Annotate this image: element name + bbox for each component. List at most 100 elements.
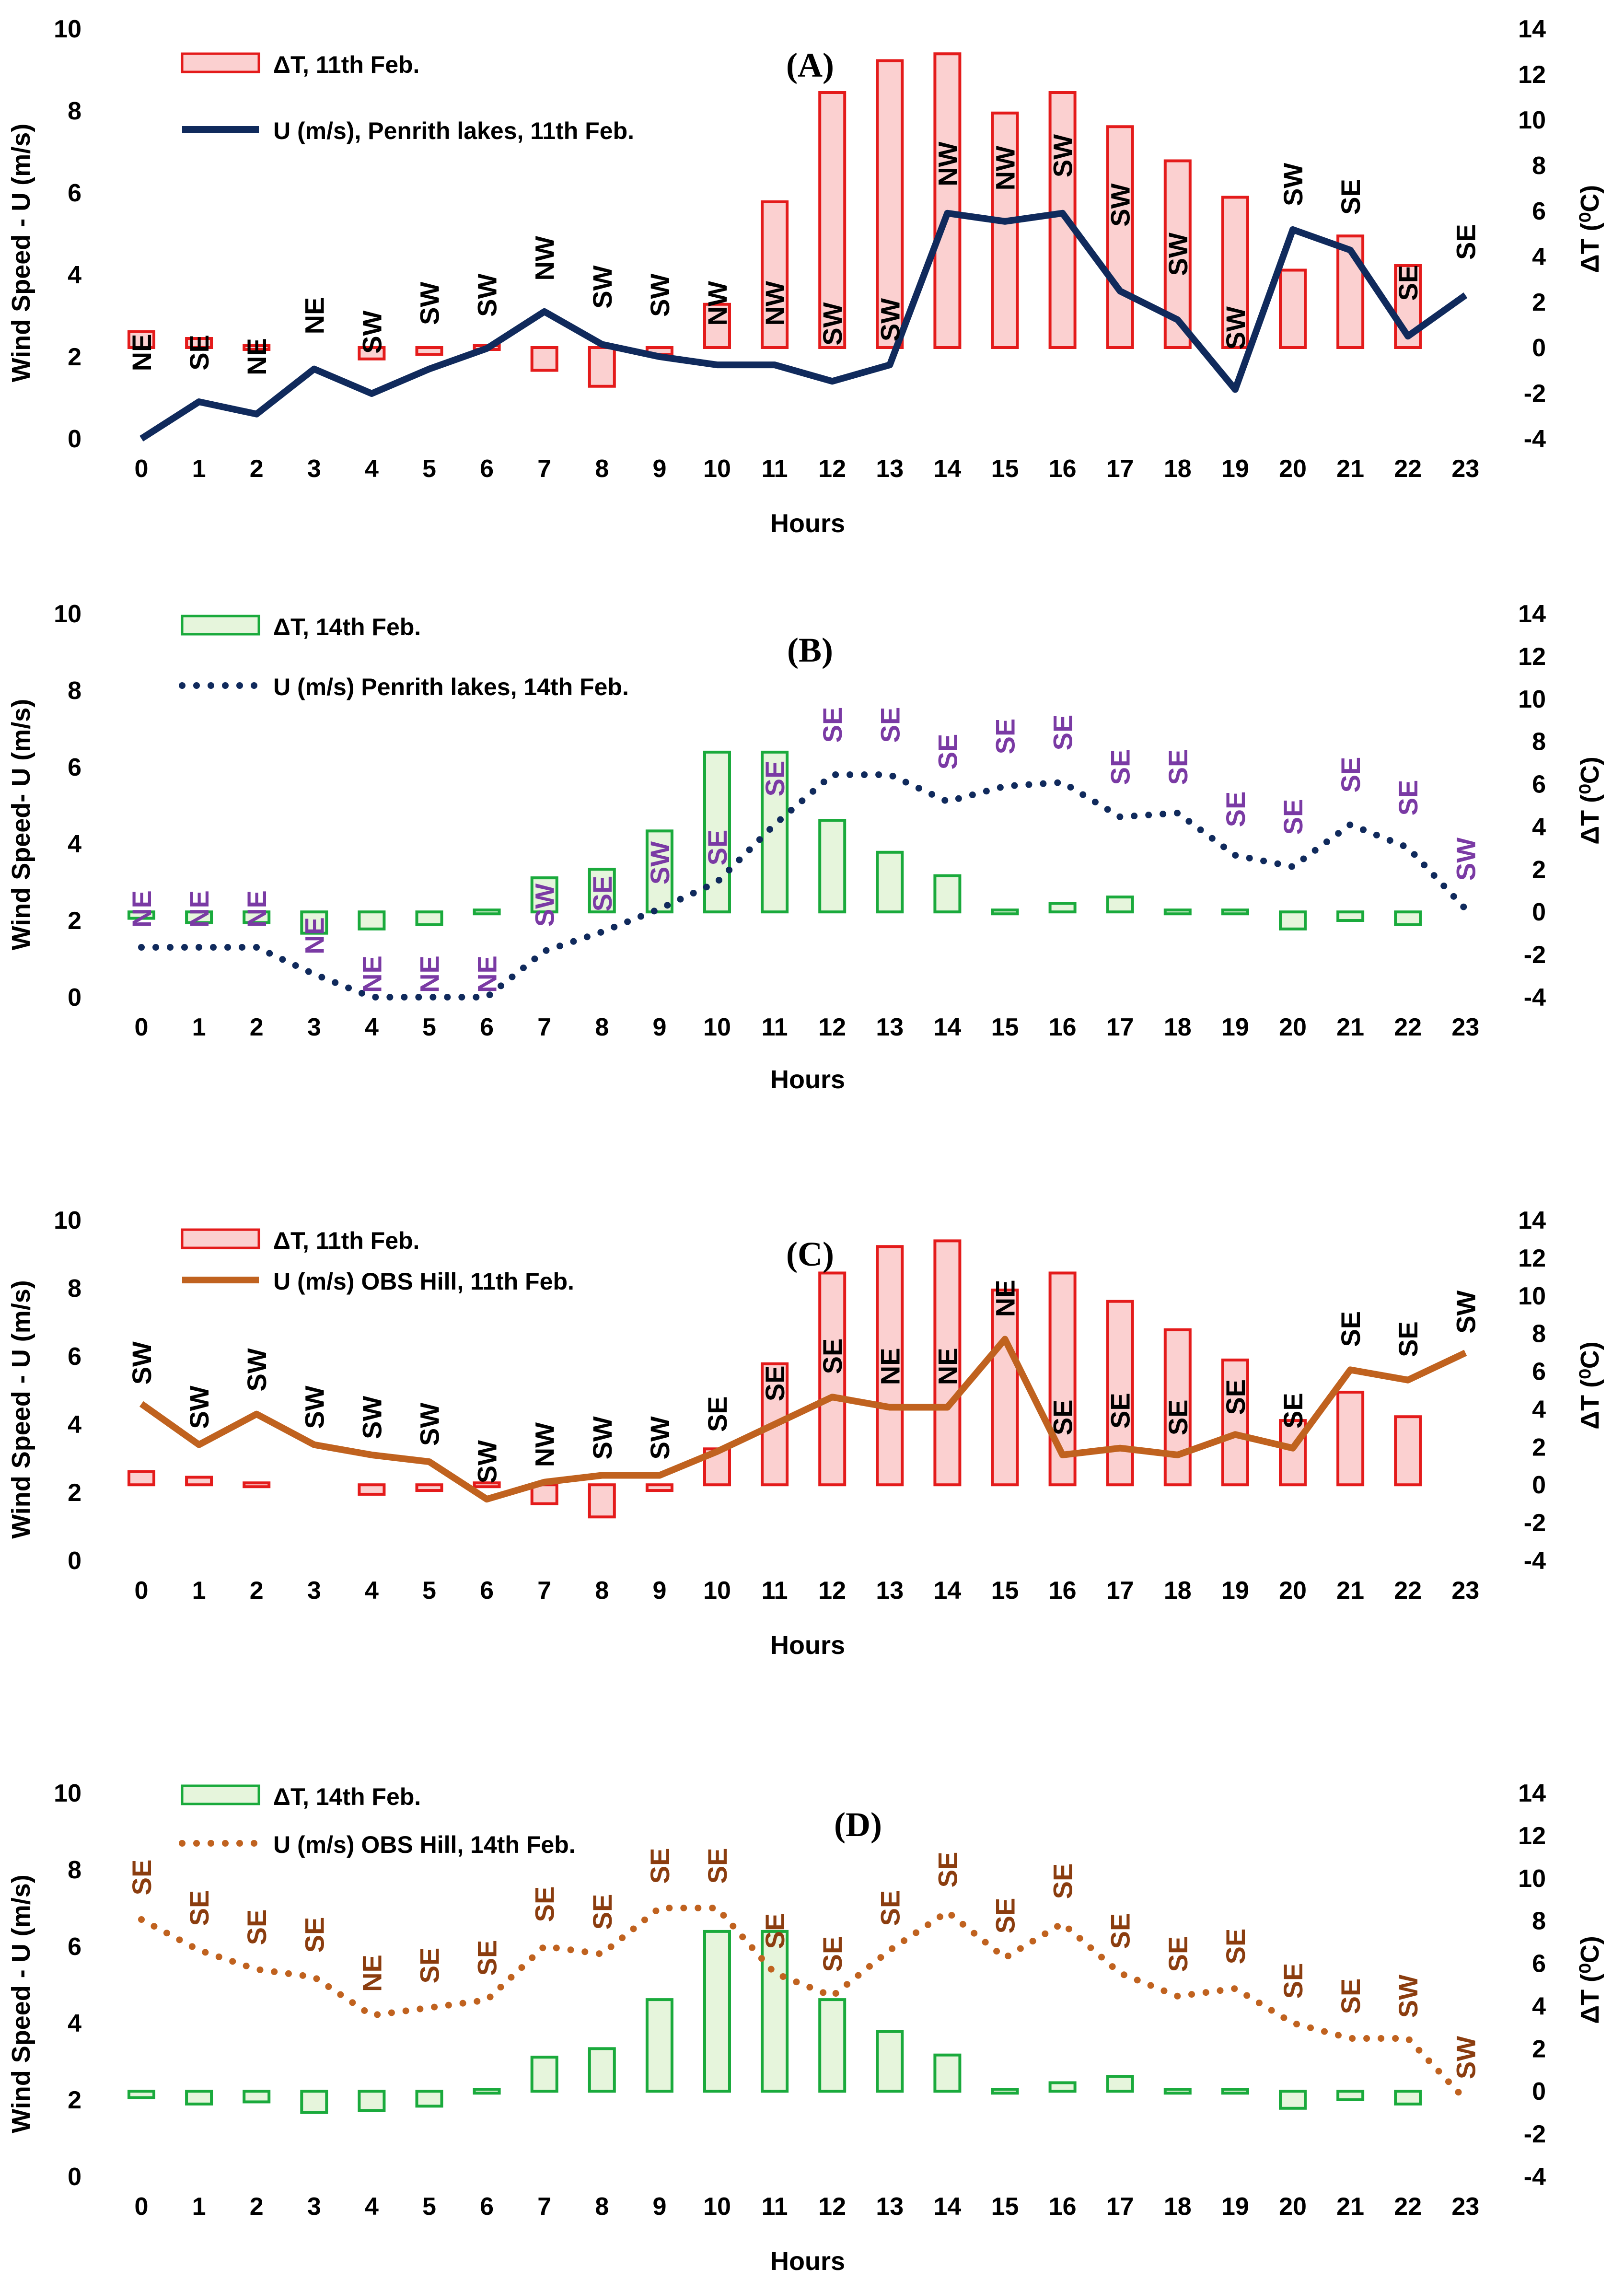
y2-axis-title: ΔT (⁰C) [1576,1936,1604,2024]
y2-tick-label: -4 [1524,425,1546,453]
y2-tick-label: 4 [1532,243,1546,271]
wind-direction-label: SW [415,1403,445,1446]
y2-tick-label: 14 [1518,600,1546,628]
x-tick-label: 9 [652,455,666,483]
x-tick-label: 18 [1164,1013,1192,1041]
delta-t-bar [645,1483,673,1492]
panel-title: (C) [786,1235,834,1273]
wind-direction-label: NE [127,890,157,928]
y-tick-label: 10 [54,1207,81,1234]
y2-tick-label: 10 [1518,1865,1546,1893]
x-axis-title: Hours [770,1065,845,1094]
wind-direction-label: SE [587,1894,617,1930]
x-tick-label: 2 [250,1013,264,1041]
x-tick-label: 13 [876,1577,904,1605]
x-tick-label: 16 [1049,1013,1077,1041]
wind-direction-label: SW [587,265,617,308]
y2-tick-label: 14 [1518,15,1546,43]
delta-t-bar [991,908,1019,916]
x-tick-label: 15 [991,1013,1019,1041]
delta-t-bar [1106,125,1134,349]
x-tick-label: 17 [1106,2193,1134,2221]
y-tick-label: 2 [68,343,81,371]
y2-tick-label: 4 [1532,1396,1546,1423]
x-tick-label: 11 [762,1013,788,1041]
x-tick-label: 16 [1049,1577,1077,1605]
y2-tick-label: 4 [1532,813,1546,841]
x-tick-label: 14 [933,1013,961,1041]
delta-t-bar [588,868,616,914]
delta-t-bar [128,910,155,920]
delta-t-bar [761,200,789,349]
y-tick-label: 0 [68,2163,81,2191]
x-tick-label: 4 [365,1577,379,1605]
x-tick-label: 19 [1221,1577,1249,1605]
y2-tick-label: 8 [1532,1908,1546,1935]
wind-direction-label: SE [1163,749,1193,785]
delta-t-bar [876,2030,904,2093]
x-tick-label: 20 [1279,1577,1307,1605]
x-tick-label: 14 [933,1577,961,1605]
x-tick-label: 12 [818,455,846,483]
x-tick-label: 10 [703,455,731,483]
x-tick-label: 23 [1451,1013,1479,1041]
wind-direction-label: SE [932,1852,963,1888]
delta-t-bar [128,1470,155,1487]
delta-t-bar [1221,908,1249,916]
wind-direction-label: NW [702,281,732,326]
wind-direction-label: SW [1278,163,1308,206]
x-tick-label: 10 [703,2193,731,2221]
wind-direction-label: SE [1278,1963,1308,1999]
delta-t-bar [300,2090,328,2114]
wind-direction-label: SE [127,1860,157,1896]
x-tick-label: 20 [1279,2193,1307,2221]
wind-direction-label: SE [1048,715,1078,751]
x-tick-label: 18 [1164,1577,1192,1605]
delta-t-bar [933,2053,962,2093]
wind-direction-label: NE [184,890,214,928]
x-tick-label: 8 [595,1577,609,1605]
wind-direction-label: SE [702,1396,732,1432]
delta-t-bar [1336,2090,1365,2101]
y2-tick-label: -4 [1524,1547,1546,1575]
y2-tick-label: 12 [1518,1822,1546,1850]
x-tick-label: 18 [1164,455,1192,483]
delta-t-bar [415,2090,443,2108]
delta-t-bar [876,1245,904,1487]
delta-t-bar [300,910,328,935]
y2-tick-label: 14 [1518,1207,1546,1234]
wind-direction-label: SE [184,1890,214,1926]
x-tick-label: 6 [480,455,494,483]
x-tick-label: 0 [135,1577,149,1605]
y2-tick-label: -2 [1524,380,1546,407]
wind-direction-label: SW [645,274,675,317]
delta-t-bar [243,910,271,924]
wind-direction-label: SW [357,310,387,353]
wind-direction-label: NE [990,1280,1021,1317]
delta-t-bar [243,2090,271,2104]
wind-direction-label: SE [1220,1379,1251,1415]
y2-tick-label: 12 [1518,61,1546,89]
y2-tick-label: 10 [1518,106,1546,134]
wind-direction-label: NW [990,146,1021,190]
x-axis-title: Hours [770,509,845,538]
delta-t-bar [358,910,386,931]
wind-direction-label: NW [760,281,790,326]
wind-direction-label: SW [299,1385,329,1429]
delta-t-bar [185,337,213,349]
wind-direction-label: SW [1105,183,1136,226]
wind-direction-label: SE [1105,1393,1136,1429]
y2-tick-label: 6 [1532,198,1546,225]
wind-direction-label: SE [817,1936,847,1972]
x-tick-label: 7 [537,455,551,483]
x-tick-label: 17 [1106,455,1134,483]
wind-direction-label: SE [1105,1913,1136,1949]
y-tick-label: 10 [54,1780,81,1807]
wind-direction-label: SW [645,841,675,884]
wind-direction-label: NE [299,297,329,335]
x-tick-label: 10 [703,1013,731,1041]
y2-tick-label: -2 [1524,2120,1546,2148]
delta-t-bar [1279,268,1307,349]
wind-direction-label: SW [645,1416,675,1459]
